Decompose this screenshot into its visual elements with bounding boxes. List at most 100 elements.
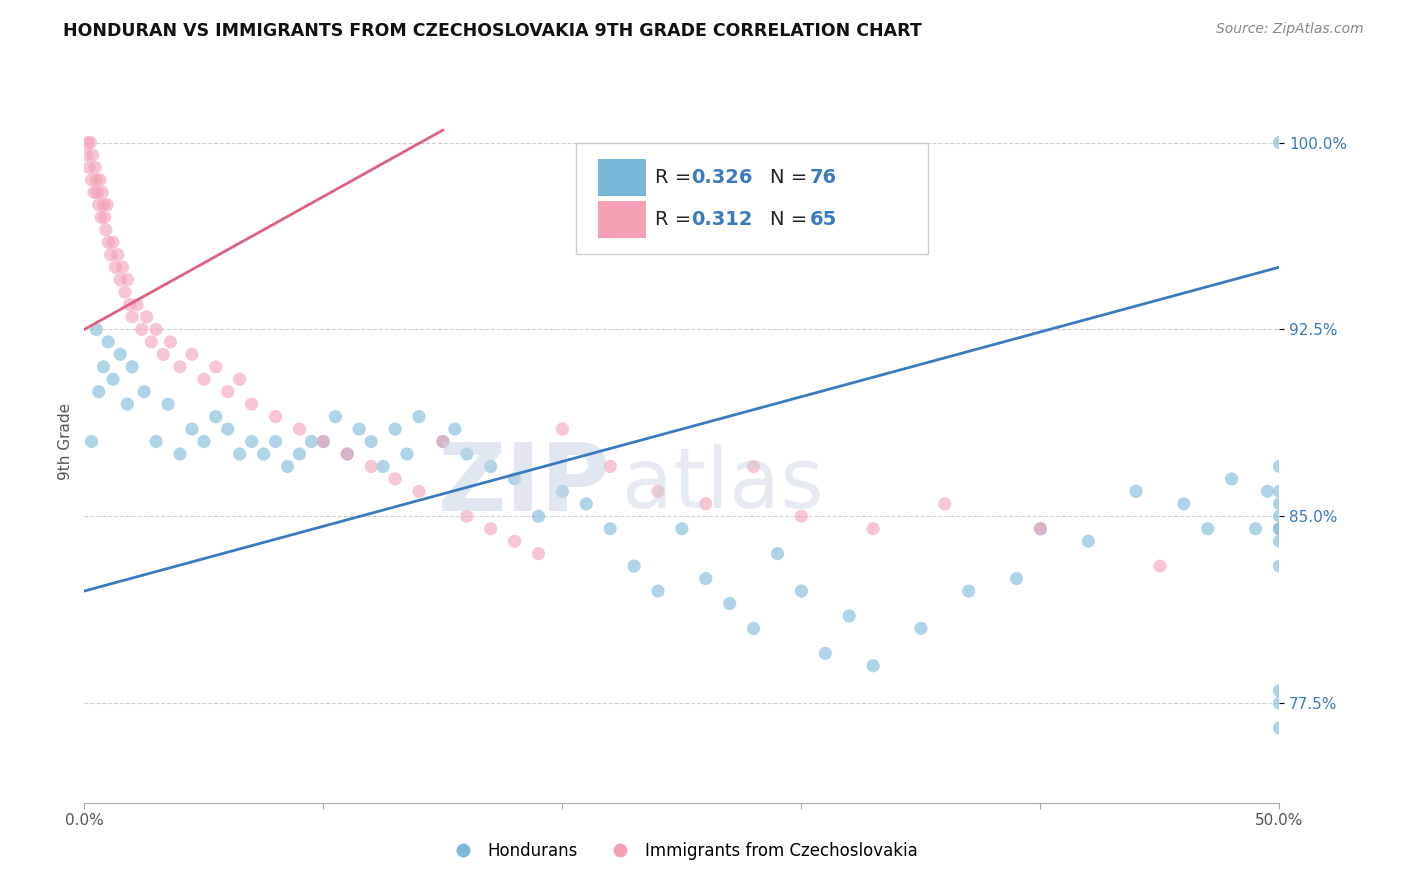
Point — [141, 334, 163, 349]
Point — [76, 148, 98, 162]
Point — [408, 484, 430, 499]
Text: 0.326: 0.326 — [692, 168, 754, 187]
Point — [862, 522, 884, 536]
Point — [527, 509, 550, 524]
Point — [1173, 497, 1195, 511]
Point — [205, 409, 228, 424]
Text: 76: 76 — [810, 168, 837, 187]
Point — [360, 459, 382, 474]
Point — [1220, 472, 1243, 486]
Point — [623, 559, 645, 574]
Point — [229, 372, 252, 386]
Point — [396, 447, 419, 461]
Point — [575, 497, 598, 511]
Point — [131, 322, 153, 336]
Point — [101, 235, 124, 250]
Point — [384, 472, 406, 486]
Point — [101, 372, 124, 386]
Point — [1268, 497, 1291, 511]
Point — [77, 161, 100, 175]
Point — [1244, 522, 1267, 536]
Point — [742, 621, 765, 635]
Point — [862, 658, 884, 673]
Text: HONDURAN VS IMMIGRANTS FROM CZECHOSLOVAKIA 9TH GRADE CORRELATION CHART: HONDURAN VS IMMIGRANTS FROM CZECHOSLOVAK… — [63, 22, 922, 40]
Point — [205, 359, 228, 374]
Point — [107, 248, 129, 262]
Point — [838, 609, 860, 624]
Y-axis label: 9th Grade: 9th Grade — [58, 403, 73, 480]
Point — [277, 459, 299, 474]
Point — [93, 359, 115, 374]
Point — [551, 484, 574, 499]
Point — [152, 347, 174, 361]
Point — [264, 409, 287, 424]
Point — [695, 497, 717, 511]
Point — [910, 621, 932, 635]
Point — [432, 434, 454, 449]
Text: N =: N = — [770, 168, 814, 187]
Point — [288, 422, 311, 436]
Point — [1029, 522, 1052, 536]
Point — [117, 397, 139, 411]
Point — [86, 322, 108, 336]
Point — [479, 522, 502, 536]
Point — [1268, 509, 1291, 524]
Point — [1125, 484, 1147, 499]
Point — [671, 522, 693, 536]
Point — [742, 459, 765, 474]
Point — [104, 260, 127, 274]
Point — [503, 534, 526, 549]
Point — [1268, 559, 1291, 574]
Point — [551, 422, 574, 436]
Point — [145, 322, 167, 336]
Text: R =: R = — [655, 168, 697, 187]
Point — [349, 422, 371, 436]
Point — [125, 297, 148, 311]
Point — [264, 434, 287, 449]
Point — [360, 434, 382, 449]
Point — [80, 434, 103, 449]
Point — [110, 272, 132, 286]
Point — [1268, 534, 1291, 549]
Point — [373, 459, 395, 474]
Point — [1268, 459, 1291, 474]
Point — [766, 547, 789, 561]
Point — [718, 597, 741, 611]
Point — [181, 422, 204, 436]
Point — [229, 447, 252, 461]
Point — [1268, 484, 1291, 499]
Point — [110, 347, 132, 361]
Point — [169, 359, 191, 374]
Point — [957, 584, 980, 599]
Point — [240, 434, 263, 449]
Point — [253, 447, 276, 461]
Text: ZIP: ZIP — [437, 439, 610, 531]
Point — [84, 161, 107, 175]
Point — [80, 173, 103, 187]
Point — [1268, 522, 1291, 536]
Point — [1077, 534, 1099, 549]
Legend: Hondurans, Immigrants from Czechoslovakia: Hondurans, Immigrants from Czechoslovaki… — [440, 836, 924, 867]
Point — [1268, 136, 1291, 150]
Point — [89, 173, 111, 187]
Point — [1257, 484, 1279, 499]
Point — [121, 310, 143, 324]
Point — [193, 372, 215, 386]
Point — [312, 434, 335, 449]
Point — [325, 409, 347, 424]
Point — [157, 397, 180, 411]
Text: N =: N = — [770, 210, 814, 229]
Point — [432, 434, 454, 449]
Point — [97, 235, 120, 250]
Point — [132, 384, 156, 399]
Point — [86, 186, 108, 200]
Point — [91, 186, 114, 200]
Point — [118, 297, 141, 311]
Text: Source: ZipAtlas.com: Source: ZipAtlas.com — [1216, 22, 1364, 37]
Point — [93, 211, 115, 225]
Point — [1149, 559, 1171, 574]
Point — [87, 198, 110, 212]
Point — [240, 397, 263, 411]
Point — [145, 434, 167, 449]
Point — [790, 509, 813, 524]
